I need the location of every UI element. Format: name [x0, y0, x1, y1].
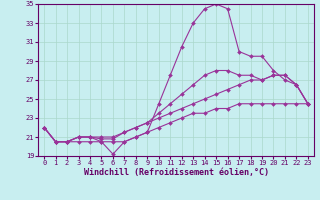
X-axis label: Windchill (Refroidissement éolien,°C): Windchill (Refroidissement éolien,°C)	[84, 168, 268, 177]
